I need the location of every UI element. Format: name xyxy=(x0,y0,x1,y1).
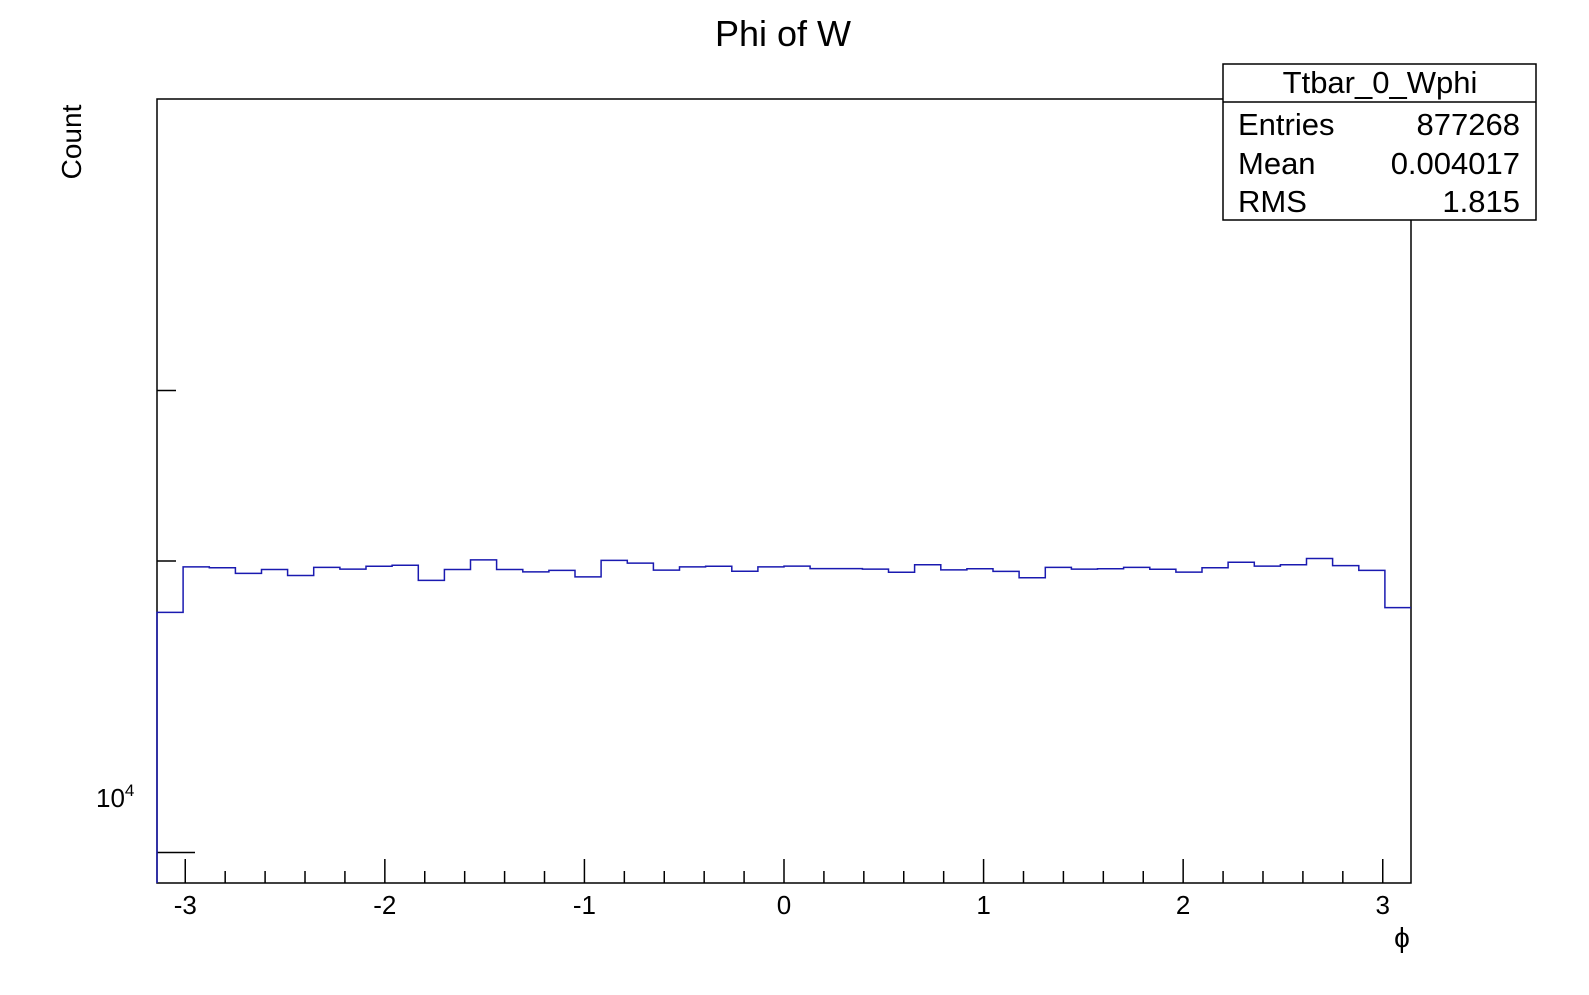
x-tick-label: -3 xyxy=(174,890,197,920)
stats-rms-label: RMS xyxy=(1238,184,1307,219)
stats-entries-label: Entries xyxy=(1238,107,1334,142)
stats-box-frame xyxy=(1222,63,1537,221)
x-tick-label: 2 xyxy=(1176,890,1190,920)
x-tick-label: 1 xyxy=(976,890,990,920)
x-axis-label: ϕ xyxy=(1394,922,1410,953)
y-axis-label: Count xyxy=(56,104,87,179)
x-tick-label: 0 xyxy=(777,890,791,920)
stats-entries-value: 877268 xyxy=(1417,107,1520,142)
axis-ticks xyxy=(157,389,1384,883)
x-tick-label: -1 xyxy=(573,890,596,920)
stats-box-name: Ttbar_0_Wphi xyxy=(1283,65,1478,100)
x-tick-label: 3 xyxy=(1376,890,1390,920)
histogram-line xyxy=(156,557,1411,883)
x-tick-labels: -3 -2 -1 0 1 2 3 xyxy=(174,890,1390,920)
x-tick-label: -2 xyxy=(373,890,396,920)
chart-title: Phi of W xyxy=(715,13,851,54)
stats-box: Ttbar_0_Wphi Entries 877268 Mean 0.00401… xyxy=(1222,63,1537,221)
stats-rms-value: 1.815 xyxy=(1442,184,1520,219)
stats-mean-value: 0.004017 xyxy=(1391,146,1520,181)
stats-mean-label: Mean xyxy=(1238,146,1316,181)
y-tick-label-1e4: 104 xyxy=(96,781,134,813)
